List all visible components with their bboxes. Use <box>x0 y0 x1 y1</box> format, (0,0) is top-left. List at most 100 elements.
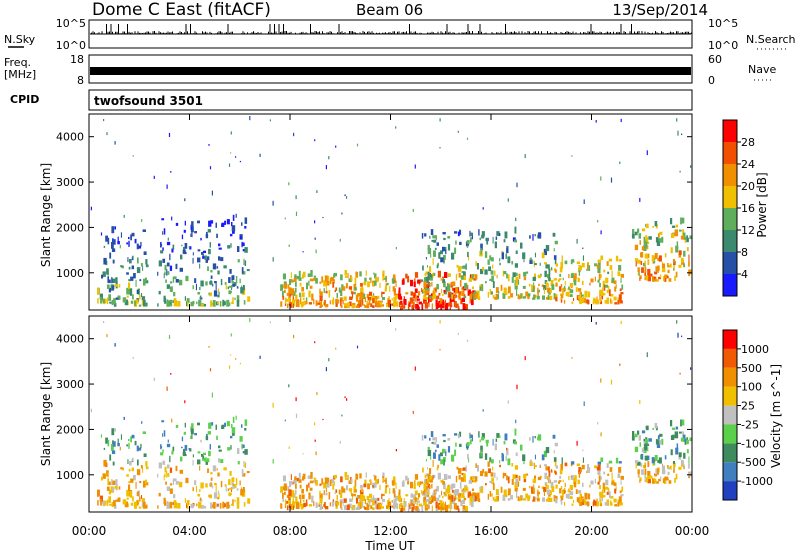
power-cell <box>191 221 194 227</box>
power-cell <box>221 222 225 226</box>
velocity-cell <box>129 491 133 498</box>
velocity-cell <box>488 468 491 474</box>
velocity-cell <box>658 457 662 464</box>
power-cell <box>541 284 544 288</box>
power-cell <box>477 296 481 300</box>
velocity-cell <box>283 485 288 491</box>
velocity-cell <box>675 447 679 455</box>
velocity-cell <box>447 486 451 493</box>
power-cell <box>560 298 563 303</box>
power-cell <box>635 259 637 267</box>
velocity-cell <box>650 475 653 479</box>
velocity-cell <box>537 489 539 497</box>
power-cell <box>169 281 173 284</box>
velocity-cell <box>632 431 635 438</box>
power-cell <box>439 118 441 122</box>
power-cell <box>313 275 317 278</box>
velocity-cell <box>422 493 424 496</box>
power-cell <box>237 246 240 252</box>
velocity-cell <box>284 491 286 495</box>
power-cell <box>537 274 542 279</box>
power-cell <box>445 249 447 255</box>
velocity-cell <box>460 500 463 507</box>
freq-tick-top: 18 <box>70 53 84 66</box>
power-cell <box>450 302 453 307</box>
velocity-cell <box>527 496 530 502</box>
velocity-cell <box>197 494 201 497</box>
velocity-cell <box>617 473 621 479</box>
power-cell <box>429 283 431 288</box>
power-cell <box>381 291 383 298</box>
velocity-cell <box>423 483 427 490</box>
velocity-cell <box>514 488 518 492</box>
velocity-cell <box>495 438 498 442</box>
velocity-cell <box>426 505 428 509</box>
power-cell <box>286 292 291 296</box>
velocity-cell <box>606 499 609 506</box>
velocity-cell <box>577 498 581 501</box>
velocity-cell <box>537 491 540 495</box>
velocity-cell <box>348 488 353 492</box>
power-cell <box>318 300 320 304</box>
velocity-cell <box>683 438 687 442</box>
velocity-cell <box>469 496 473 502</box>
velocity-cell <box>555 465 558 469</box>
power-cell <box>532 234 534 241</box>
velocity-cell <box>645 425 649 431</box>
velocity-cell <box>640 462 643 467</box>
power-cell <box>191 230 193 238</box>
power-cell <box>216 233 218 238</box>
power-cell <box>675 224 679 228</box>
velocity-cell <box>506 447 508 451</box>
velocity-cell <box>324 502 326 508</box>
velocity-cell <box>142 431 146 434</box>
velocity-cell <box>661 465 665 471</box>
velocity-cell <box>314 341 316 344</box>
power-cell <box>414 297 416 302</box>
power-cell <box>229 285 233 288</box>
power-cell <box>442 232 446 235</box>
power-cell <box>316 302 320 305</box>
velocity-cell <box>308 492 311 500</box>
velocity-cell <box>466 506 468 512</box>
power-cell <box>641 246 645 251</box>
power-cell <box>377 276 379 282</box>
power-cell <box>688 261 690 267</box>
power-cell <box>495 236 498 240</box>
power-cell <box>132 255 134 260</box>
power-cell <box>436 303 440 309</box>
power-cell <box>295 300 298 307</box>
power-cell <box>232 297 234 303</box>
power-cell <box>506 273 508 279</box>
power-cell <box>118 284 121 288</box>
power-cell <box>514 239 517 243</box>
power-cell <box>564 288 566 292</box>
velocity-cell <box>421 506 424 512</box>
velocity-cell <box>421 481 424 484</box>
power-cell <box>482 207 484 210</box>
power-cell <box>421 279 424 282</box>
power-cell <box>436 283 439 290</box>
velocity-cell <box>496 433 500 438</box>
nave-label: Nave <box>748 63 776 76</box>
power-cell <box>235 156 237 158</box>
power-cell <box>463 287 467 291</box>
power-cell <box>440 306 442 310</box>
power-cell <box>429 276 433 281</box>
power-cell <box>599 282 601 288</box>
velocity-cell <box>111 450 116 454</box>
power-cell <box>571 155 573 157</box>
power-cell <box>338 287 341 293</box>
power-cell <box>652 276 655 282</box>
velocity-cell <box>415 506 419 511</box>
power-cell <box>582 296 585 301</box>
power-cell <box>179 267 183 272</box>
velocity-cell <box>562 490 564 497</box>
power-cell <box>448 302 450 306</box>
power-cell <box>548 268 551 275</box>
power-cell <box>291 288 295 295</box>
power-cell <box>503 239 506 243</box>
power-cell <box>482 267 485 271</box>
velocity-cell <box>107 481 111 486</box>
